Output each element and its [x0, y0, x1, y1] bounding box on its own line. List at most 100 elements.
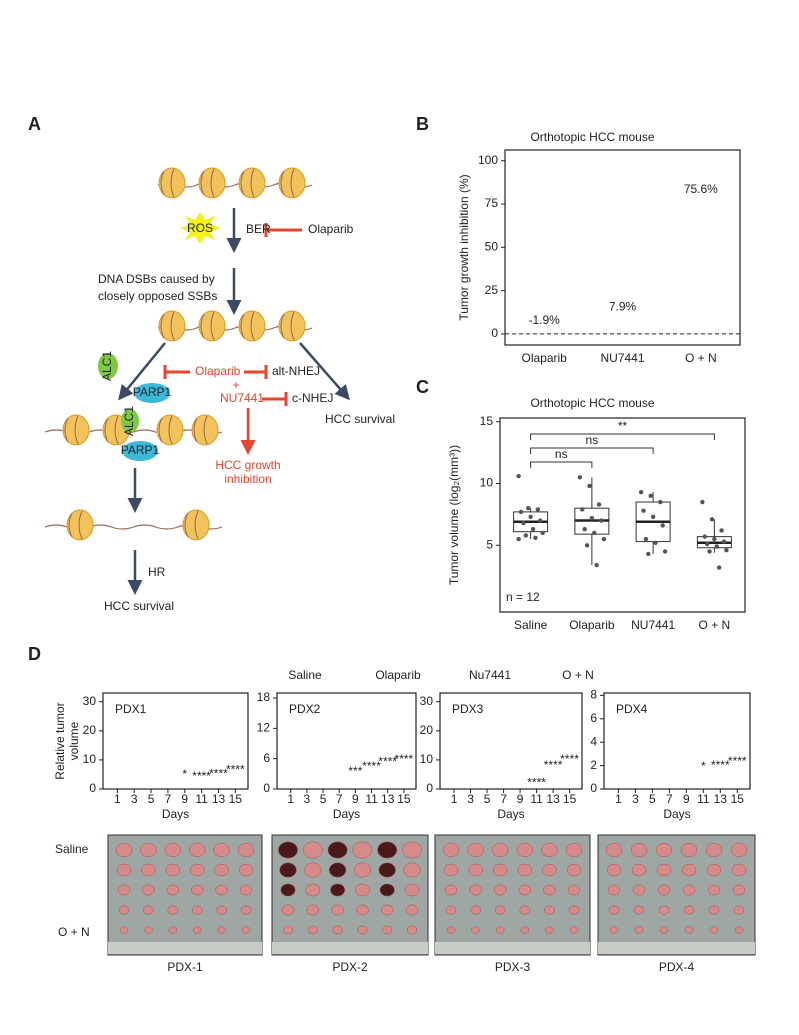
tumor [190, 884, 204, 896]
point [540, 530, 545, 536]
nucleosome-wrap [158, 415, 173, 445]
y-tick-label: 4 [590, 734, 597, 748]
tumor [377, 841, 398, 859]
x-tick-label: 7 [165, 792, 172, 806]
x-tick-label: O + N [685, 351, 717, 365]
chart-title: PDX3 [452, 702, 484, 716]
y-tick-label: 50 [485, 239, 499, 253]
y-axis-label: Tumor growth inhibition (%) [457, 174, 471, 320]
photos: PDX-1 PDX-2 PDX-3 PDX-4 Saline O + N [55, 834, 756, 974]
y-tick-label: 12 [257, 721, 271, 735]
bracket [530, 447, 654, 454]
point [582, 527, 587, 532]
y-tick-label: 10 [420, 752, 434, 766]
x-tick-label: 11 [195, 792, 208, 806]
x-tick-label: 9 [181, 792, 188, 806]
y-tick-label: 20 [420, 723, 434, 737]
tumor [566, 863, 582, 877]
tumor [731, 863, 747, 877]
tumor [706, 863, 722, 877]
nucleosome [238, 167, 266, 199]
nucleosome-wrap [193, 415, 208, 445]
tumor [730, 842, 748, 858]
tumor [605, 842, 623, 858]
significance: * [701, 759, 706, 773]
tumor [495, 926, 505, 934]
x-tick-label: NU7441 [631, 618, 675, 632]
label: inhibition [224, 472, 271, 486]
tumor [405, 904, 419, 916]
x-tick-label: 13 [546, 792, 560, 806]
x-tick-label: 13 [381, 792, 395, 806]
y-axis-label: Tumor volume (log₂(mm³)) [447, 445, 461, 585]
tumor [305, 883, 321, 897]
photo-caption: PDX-1 [167, 960, 203, 974]
tumor [328, 862, 347, 878]
point [599, 518, 604, 523]
tumor [470, 905, 481, 915]
tumor [188, 842, 206, 858]
tumor [658, 905, 670, 915]
tumor [446, 926, 456, 934]
arrow [118, 342, 166, 401]
significance: *** [348, 764, 362, 778]
significance: **** [544, 758, 563, 772]
x-tick-label: 5 [148, 792, 155, 806]
x-tick-label: Olaparib [569, 618, 615, 632]
tumor [609, 926, 619, 934]
y-tick-label: 8 [590, 688, 597, 702]
nucleosomes [44, 167, 313, 541]
tumor [357, 925, 368, 935]
tumor [734, 926, 744, 934]
tumor [115, 842, 133, 858]
point [589, 515, 595, 521]
tumor [192, 926, 202, 934]
y-tick-label: 20 [83, 723, 97, 737]
tumor [608, 905, 620, 915]
nucleosome [198, 167, 226, 199]
nucleosome-wrap [160, 168, 175, 198]
tumor [279, 862, 297, 878]
tumor [379, 883, 395, 897]
tumor [241, 926, 251, 934]
tumor [166, 884, 180, 896]
point [662, 549, 668, 554]
ros-star [180, 212, 220, 244]
nucleosome [198, 310, 226, 342]
significance: * [182, 767, 187, 781]
photo [107, 834, 263, 956]
tumor [708, 905, 720, 915]
tumor [353, 862, 372, 878]
tumor [443, 863, 459, 877]
arrow [299, 342, 350, 401]
tumor [707, 884, 721, 896]
tumor [543, 884, 556, 896]
significance: **** [395, 752, 414, 766]
tumor [631, 863, 647, 877]
tumor [659, 926, 669, 934]
x-tick-label: 15 [397, 792, 411, 806]
tumor [403, 862, 421, 878]
tumor [142, 884, 155, 896]
point [716, 565, 722, 570]
y-tick-label: 5 [486, 537, 493, 551]
x-tick-label: 5 [484, 792, 491, 806]
label: HCC growth [215, 458, 280, 472]
nucleosome [191, 414, 219, 446]
x-tick-label: 1 [114, 792, 121, 806]
tumor [633, 905, 645, 915]
tumor [568, 905, 580, 915]
tumor [544, 905, 555, 915]
tumor [657, 884, 671, 896]
tumor [680, 842, 698, 858]
y-tick-label: 10 [83, 752, 97, 766]
point [577, 475, 583, 480]
tumor [402, 841, 422, 859]
tumor [656, 863, 672, 877]
tumor [516, 842, 534, 858]
nucleosome-wrap [240, 311, 255, 341]
nucleosome-wrap [104, 415, 119, 445]
tumor [732, 884, 746, 896]
x-tick-label: 1 [451, 792, 458, 806]
point [530, 527, 536, 532]
